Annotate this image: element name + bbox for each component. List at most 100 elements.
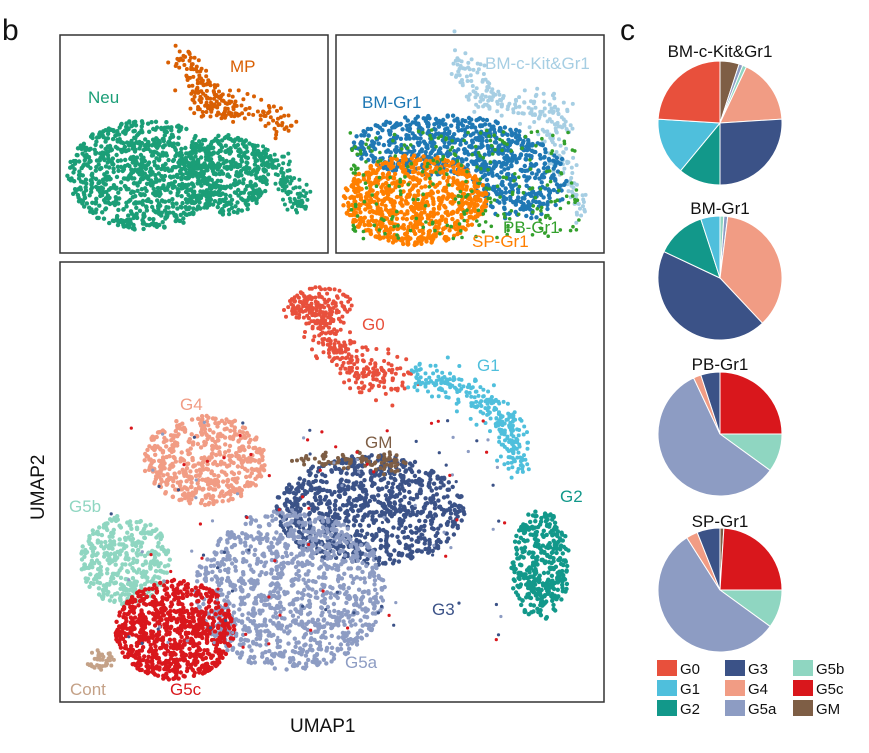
sp-gr1-point [364,191,370,196]
bm-gr1-point [542,161,548,166]
neu-point [76,176,82,181]
neu-point [109,147,115,152]
pb-gr1-point [477,223,481,228]
mp-point [206,106,210,111]
sp-gr1-point [382,196,387,202]
pb-gr1-point [391,138,395,143]
bm-ckit-gr1-point [516,111,521,116]
neu-point [133,163,138,168]
g5b-point [138,544,144,549]
bm-ckit-gr1-point [555,108,560,113]
pb-gr1-point [489,200,493,205]
g5b-point [105,567,110,572]
neu-point [215,178,220,183]
pb-gr1-point [566,130,570,135]
neu-point [213,172,219,177]
neu-point [179,146,184,152]
neu-point [245,206,250,212]
g5b-point [91,581,96,586]
neu-point [215,167,220,172]
g4-point [205,436,210,442]
sp-gr1-point [463,226,468,232]
mp-point [263,124,268,128]
mp-point [216,111,221,116]
neu-point [65,173,70,178]
bm-ckit-gr1-point [569,165,574,170]
g4-point [195,441,201,447]
mp-point [173,88,178,93]
neu-point [263,152,268,157]
bm-ckit-gr1-point [499,113,504,118]
neu-point [179,205,184,210]
bm-gr1-point [387,142,392,148]
pb-gr1-point [477,181,481,186]
sp-gr1-point [357,202,362,207]
g5b-point [145,579,150,584]
g4-point [155,430,161,435]
neu-point [308,189,313,194]
g4-point [222,421,228,426]
bm-ckit-gr1-point [518,121,522,126]
pb-gr1-point [479,166,483,171]
bm-gr1-point [493,160,498,166]
bm-ckit-gr1-point [506,104,511,109]
neu-point [153,119,159,125]
pb-gr1-point [466,193,470,197]
bm-ckit-gr1-point [522,100,527,105]
bm-ckit-gr1-point [457,73,462,78]
bm-ckit-gr1-point [470,84,475,88]
g4-point [179,497,184,502]
bm-gr1-point [553,161,558,166]
sp-gr1-point [448,200,453,205]
sp-gr1-point [456,207,462,212]
neu-point [103,164,109,169]
neu-point [90,200,95,205]
sp-gr1-point [341,203,346,208]
g5b-point [134,551,139,556]
g5b-point [118,575,124,580]
mp-point [268,115,273,120]
g5b-point [114,517,120,522]
neu-point [236,193,241,198]
g4-point [160,428,166,433]
neu-point [140,221,146,226]
neu-point [220,191,225,196]
bm-gr1-point [559,156,565,162]
neu-point [179,125,184,130]
bm-ckit-gr1-point [558,143,563,148]
bm-ckit-gr1-point [552,122,557,127]
g4-point [225,478,230,483]
neu-point [99,144,104,149]
mp-point [213,85,217,90]
bm-gr1-point [539,174,545,179]
neu-point [193,166,199,171]
g3-point [423,496,428,501]
bm-gr1-point [523,204,528,209]
sp-gr1-point [358,215,364,221]
bm-ckit-gr1-point [527,125,532,130]
neu-point [137,146,142,151]
neu-point [153,173,158,178]
bm-ckit-gr1-point [542,99,547,104]
bm-ckit-gr1-point [552,96,557,101]
g5b-point [83,551,88,556]
sp-gr1-point [411,175,416,180]
pb-gr1-point [414,216,419,221]
sp-gr1-point [443,217,449,222]
mp-point [209,109,214,114]
top-left-umap-frame [59,34,329,254]
pb-gr1-point [457,222,462,226]
sp-gr1-point [380,223,385,229]
neu-point [236,207,241,213]
neu-point [106,145,111,150]
bm-gr1-point [416,142,421,148]
pb-gr1-point [406,165,410,169]
bm-ckit-gr1-point [565,109,570,114]
pb-gr1-point [548,179,553,184]
bm-gr1-point [474,158,479,163]
pb-gr1-point [462,218,467,223]
bm-ckit-gr1-point [486,104,491,109]
neu-point [210,202,216,207]
neu-point [128,209,134,214]
bm-gr1-point [370,139,375,144]
